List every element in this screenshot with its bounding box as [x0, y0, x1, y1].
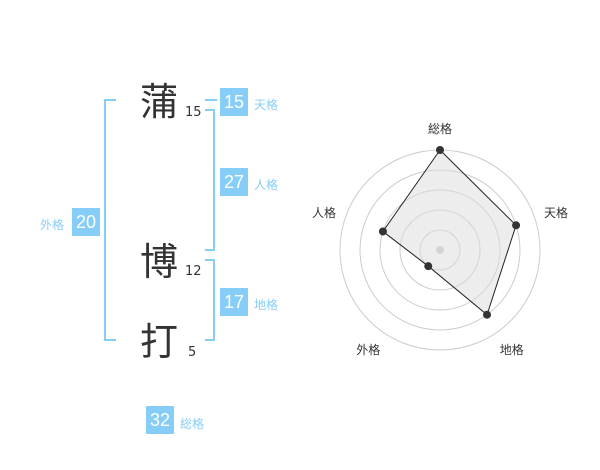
soukaku-label: 総格	[180, 417, 205, 431]
radar-point-3	[424, 262, 433, 271]
radar-point-2	[483, 310, 492, 319]
stroke-count-1: 15	[185, 105, 202, 120]
jinkaku-value: 27	[220, 168, 248, 196]
gaikaku-bracket	[104, 99, 116, 341]
chikaku-label: 地格	[254, 298, 279, 312]
radar-point-1	[512, 221, 521, 230]
chikaku-value: 17	[220, 288, 248, 316]
soukaku-value: 32	[146, 406, 174, 434]
name-char-1: 蒲	[140, 80, 179, 124]
stroke-count-2: 12	[185, 264, 202, 279]
radar-axis-label: 天格	[544, 206, 569, 221]
gaikaku-value: 20	[72, 208, 100, 236]
jinkaku-bracket	[205, 109, 215, 251]
radar-axis-label: 外格	[356, 342, 381, 357]
radar-point-4	[378, 227, 387, 236]
radar-axis-label: 総格	[428, 122, 453, 136]
jinkaku-label: 人格	[254, 178, 279, 192]
stroke-count-3: 5	[188, 345, 197, 360]
gaikaku-label: 外格	[40, 218, 65, 232]
tenkaku-value: 15	[220, 88, 248, 116]
radar-series	[382, 149, 517, 316]
name-char-2: 博	[140, 240, 179, 284]
tenkaku-bracket	[205, 99, 217, 101]
radar-axis-label: 地格	[499, 342, 524, 357]
tenkaku-label: 天格	[254, 98, 279, 112]
radar-axis-label: 人格	[311, 206, 336, 221]
chikaku-bracket	[205, 259, 215, 341]
name-char-3: 打	[140, 320, 179, 364]
radar-point-0	[436, 146, 444, 154]
